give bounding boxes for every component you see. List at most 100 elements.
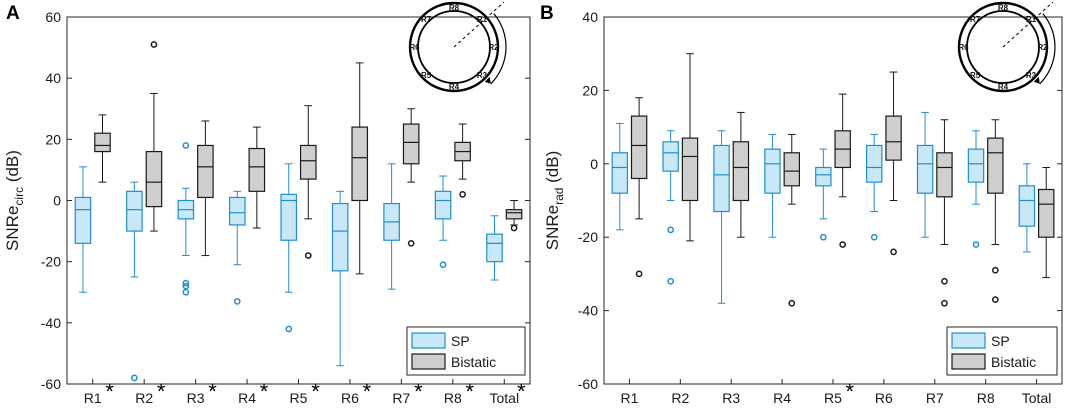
legend-label: Bistatic xyxy=(991,354,1036,370)
significance-marker: * xyxy=(157,379,166,404)
outlier-point xyxy=(286,326,291,331)
panel-letter: B xyxy=(540,3,554,24)
box-iqr xyxy=(506,210,521,219)
x-tick-label: R8 xyxy=(977,390,995,406)
outlier-point xyxy=(668,227,673,232)
bistatic-box-r7 xyxy=(403,109,418,246)
y-tick-label: -40 xyxy=(41,315,61,331)
y-tick-label: 20 xyxy=(582,82,598,98)
y-tick-label: 60 xyxy=(45,9,61,25)
sp-box-r1 xyxy=(75,167,90,292)
box-iqr xyxy=(612,153,627,193)
ring-region-label: R1 xyxy=(477,15,488,24)
box-iqr xyxy=(682,138,697,200)
legend-label: Bistatic xyxy=(451,354,496,370)
bistatic-box-r3 xyxy=(198,121,213,256)
legend: SP Bistatic xyxy=(947,327,1057,375)
x-tick-label: R6 xyxy=(341,390,359,406)
box-iqr xyxy=(917,145,932,193)
sp-box-r8 xyxy=(435,176,450,267)
ring-region-label: R1 xyxy=(1026,15,1037,24)
outlier-point xyxy=(511,225,516,230)
sp-box-r8 xyxy=(968,131,983,247)
ring-region-label: R5 xyxy=(421,71,432,80)
bistatic-box-r5 xyxy=(301,106,316,258)
box-iqr xyxy=(75,197,90,243)
outlier-point xyxy=(132,375,137,380)
outlier-point xyxy=(840,242,845,247)
box-iqr xyxy=(765,149,780,193)
x-tick-label: R3 xyxy=(722,390,740,406)
box-iqr xyxy=(95,133,110,151)
x-tick-label: Total xyxy=(489,390,519,406)
outlier-point xyxy=(460,192,465,197)
outlier-point xyxy=(891,249,896,254)
legend-label: SP xyxy=(991,333,1010,349)
box-iqr xyxy=(198,145,213,197)
outlier-point xyxy=(306,253,311,258)
sp-box-total xyxy=(487,216,502,280)
ring-region-label: R8 xyxy=(998,4,1009,13)
bistatic-box-r4 xyxy=(784,134,799,305)
box-iqr xyxy=(403,124,418,164)
box-iqr xyxy=(631,116,646,178)
bistatic-box-r8 xyxy=(988,120,1003,302)
outlier-point xyxy=(789,301,794,306)
box-iqr xyxy=(886,116,901,160)
x-tick-label: R5 xyxy=(824,390,842,406)
x-tick-label: R4 xyxy=(238,390,256,406)
sp-box-r3 xyxy=(178,143,193,295)
x-tick-label: R1 xyxy=(84,390,102,406)
significance-marker: * xyxy=(363,379,372,404)
legend-swatch xyxy=(412,354,445,369)
x-tick-label: R4 xyxy=(773,390,791,406)
x-tick-label: R8 xyxy=(444,390,462,406)
figure: ASNRecirc (dB)-60-40-200204060R1 * R2 * R3 * R… xyxy=(0,0,1065,409)
bistatic-box-r6 xyxy=(352,63,367,274)
ring-region-label: R4 xyxy=(998,83,1009,92)
ring-region-label: R2 xyxy=(1037,43,1048,52)
outlier-point xyxy=(235,299,240,304)
legend-label: SP xyxy=(451,333,470,349)
box-iqr xyxy=(1039,189,1054,237)
x-tick-label: Total xyxy=(1022,390,1052,406)
y-axis-label-unit: (dB) xyxy=(543,151,562,188)
ring-region-label: R6 xyxy=(409,43,420,52)
sp-box-r6 xyxy=(867,134,882,239)
sp-box-r5 xyxy=(281,164,296,332)
box-iqr xyxy=(127,191,142,231)
box-iqr xyxy=(1019,186,1034,226)
outlier-point xyxy=(440,262,445,267)
box-iqr xyxy=(249,149,264,192)
y-axis-label: SNRecirc (dB) xyxy=(3,150,26,251)
outlier-point xyxy=(942,279,947,284)
x-tick-label: R2 xyxy=(135,390,153,406)
y-tick-label: -20 xyxy=(41,254,61,270)
legend: SP Bistatic xyxy=(407,327,525,375)
panel-b: BSNRerad (dB)-60-40-2002040R1 R2 R3 R4 R5 * R6… xyxy=(540,2,1062,406)
significance-marker: * xyxy=(846,379,855,404)
legend-swatch xyxy=(952,354,985,369)
outlier-point xyxy=(151,42,156,47)
significance-marker: * xyxy=(311,379,320,404)
ring-region-label: R2 xyxy=(488,43,499,52)
x-tick-label: R3 xyxy=(187,390,205,406)
box-iqr xyxy=(435,191,450,219)
box-iqr xyxy=(937,153,952,197)
bistatic-box-r1 xyxy=(631,98,646,277)
y-tick-label: 20 xyxy=(45,131,61,147)
bistatic-box-r8 xyxy=(455,124,470,197)
box-iqr xyxy=(146,152,161,207)
panel-letter: A xyxy=(6,3,20,24)
ring-region-label: R7 xyxy=(970,15,981,24)
y-tick-label: 40 xyxy=(45,70,61,86)
x-tick-label: R7 xyxy=(392,390,410,406)
x-tick-label: R7 xyxy=(926,390,944,406)
outlier-point xyxy=(183,143,188,148)
significance-marker: * xyxy=(208,379,217,404)
sp-box-r6 xyxy=(332,191,347,365)
y-tick-label: 0 xyxy=(53,193,61,209)
bistatic-box-r4 xyxy=(249,127,264,228)
sp-box-r5 xyxy=(816,149,831,240)
